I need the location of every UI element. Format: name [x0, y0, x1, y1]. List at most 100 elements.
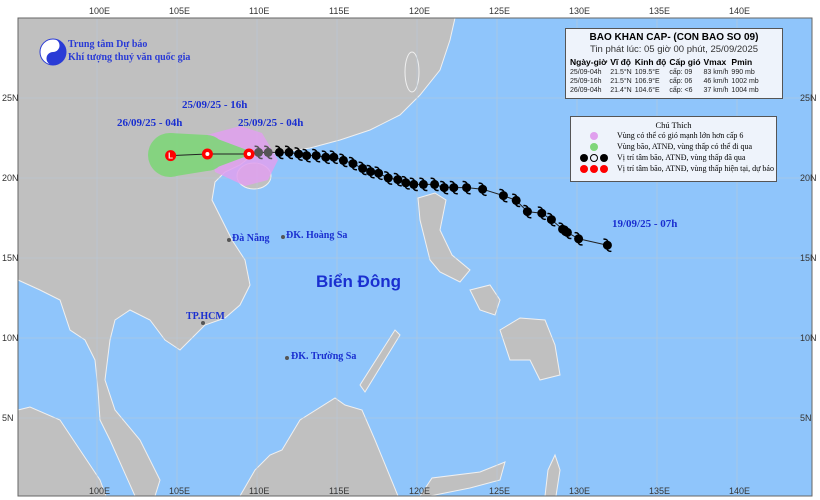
- lat-tick-left: 20N: [2, 173, 19, 183]
- table-row: 26/09-04h 21.4°N 104.6°E cấp: <6 37 km/h 1004…: [570, 86, 762, 95]
- lon-tick-top: 105E: [169, 6, 190, 16]
- past-storm-position-icon: [302, 148, 312, 163]
- cell: 1002 mb: [731, 78, 759, 85]
- lon-tick-bottom: 110E: [249, 486, 269, 496]
- lon-tick-top: 140E: [729, 6, 750, 16]
- current-low-icon: [600, 164, 608, 173]
- col-header: Vĩ độ: [610, 57, 631, 67]
- past-storm-position-icon: [383, 171, 393, 185]
- lat-tick-left: 25N: [2, 93, 19, 103]
- past-storm-position-icon: [558, 222, 568, 237]
- map-frame: [17, 17, 813, 497]
- past-storm-position-icon: [263, 145, 273, 160]
- cell: 37 km/h: [703, 87, 729, 94]
- past-storm-position-icon: [254, 145, 264, 160]
- past-storm-position-icon: [449, 180, 459, 195]
- legend-title: Chú Thích: [655, 120, 692, 130]
- col-header: Cấp gió: [669, 57, 701, 67]
- current-storm-position-icon: [243, 148, 255, 160]
- current-depression-icon: [590, 164, 598, 173]
- label-truong-sa: ĐK. Trường Sa: [291, 351, 357, 362]
- svg-text:L: L: [168, 152, 173, 161]
- past-storm-position-icon: [358, 161, 368, 176]
- land: [17, 17, 561, 497]
- truong-sa-marker: [285, 356, 289, 360]
- past-storm-position-icon: [401, 175, 411, 190]
- lat-tick-right: 25N: [800, 93, 817, 103]
- past-storm-position-icon: [462, 180, 472, 195]
- table-row: 25/09-16h 21.5°N 106.9°E cấp: 06 46 km/h 1002…: [570, 77, 762, 86]
- agency-name: Trung tâm Dự báo Khí tượng thuỷ văn quốc…: [68, 38, 190, 64]
- lon-tick-bottom: 125E: [489, 486, 510, 496]
- lon-tick-top: 110E: [249, 6, 269, 16]
- cell: cấp: <6: [669, 87, 693, 94]
- lat-tick-right: 20N: [800, 173, 817, 183]
- past-storm-position-icon: [409, 177, 419, 192]
- lat-tick-left: 10N: [2, 333, 19, 343]
- legend-item: Vùng có thể có gió mạnh lớn hơn cấp 6: [571, 130, 776, 141]
- past-storm-position-icon: [366, 164, 376, 179]
- label-hoang-sa: ĐK. Hoàng Sa: [286, 230, 348, 241]
- col-header: Ngày-giờ: [570, 57, 608, 67]
- lon-tick-top: 130E: [569, 6, 590, 16]
- cell: 26/09-04h: [570, 87, 602, 94]
- past-storm-icon: [580, 153, 588, 162]
- col-header: Vmax: [703, 57, 727, 67]
- lon-tick-bottom: 130E: [569, 486, 590, 496]
- forecast-low-icon: L: [165, 150, 177, 162]
- past-storm-position-icon: [418, 177, 428, 192]
- cell: 46 km/h: [703, 78, 729, 85]
- lon-tick-bottom: 140E: [729, 486, 750, 496]
- lon-tick-bottom: 115E: [329, 486, 349, 496]
- cell: 83 km/h: [703, 69, 729, 76]
- past-storm-position-icon: [430, 177, 440, 192]
- logo-swirl-icon: [46, 39, 66, 65]
- lon-tick-bottom: 105E: [169, 486, 190, 496]
- legend-label: Vị trí tâm bão, ATNĐ, vùng thấp đã qua: [617, 153, 746, 162]
- lat-tick-right: 15N: [800, 253, 817, 263]
- bulletin-box: BAO KHAN CAP- (CON BAO SO 09) Tin phát l…: [565, 28, 783, 99]
- past-storm-position-icon: [498, 188, 508, 203]
- lon-tick-top: 120E: [409, 6, 430, 16]
- legend-item: Vị trí tâm bão, ATNĐ, vùng thấp đã qua: [571, 152, 776, 163]
- past-storm-position-icon: [284, 145, 294, 160]
- bulletin-issued: Tin phát lúc: 05 giờ 00 phút, 25/09/2025: [589, 44, 759, 55]
- cell: 25/09-04h: [570, 69, 602, 76]
- cell: 21.5°N: [610, 69, 632, 76]
- legend-item: Vị trí tâm bão, ATNĐ, vùng thấp hiện tại…: [571, 163, 776, 174]
- agency-line-1: Trung tâm Dự báo: [68, 39, 148, 50]
- past-storm-position-icon: [522, 204, 532, 219]
- past-low-icon: [600, 153, 608, 162]
- lon-tick-bottom: 135E: [649, 486, 670, 496]
- past-storm-position-icon: [274, 145, 284, 160]
- col-header: Pmin: [731, 57, 753, 67]
- past-storm-position-icon: [393, 172, 403, 187]
- cell: 25/09-16h: [570, 78, 602, 85]
- legend-label: Vùng có thể có gió mạnh lớn hơn cấp 6: [617, 131, 744, 140]
- past-storm-position-icon: [321, 150, 331, 165]
- label-25-16h: 25/09/25 - 16h: [182, 99, 248, 111]
- past-storm-position-icon: [439, 180, 449, 195]
- legend-item: Vùng bão, ATNĐ, vùng thấp có thể đi qua: [571, 141, 776, 152]
- graticule: [18, 18, 812, 496]
- legend-box: Chú Thích Vùng có thể có gió mạnh lớn hơ…: [570, 116, 777, 182]
- bulletin-title: BAO KHAN CAP- (CON BAO SO 09): [589, 32, 759, 43]
- table-row: 25/09-04h 21.5°N 109.5°E cấp: 09 83 km/h 990 …: [570, 68, 762, 77]
- agency-line-2: Khí tượng thuỷ văn quốc gia: [68, 52, 191, 63]
- lat-tick-left: 5N: [2, 413, 14, 423]
- legend-label: Vùng bão, ATNĐ, vùng thấp có thể đi qua: [617, 142, 753, 151]
- lon-tick-top: 135E: [649, 6, 670, 16]
- past-storm-position-icon: [574, 231, 584, 246]
- cell: cấp: 06: [669, 78, 693, 85]
- label-da-nang: Đà Nẵng: [232, 233, 270, 244]
- label-tp-hcm: TP.HCM: [186, 311, 225, 322]
- label-start: 19/09/25 - 07h: [612, 218, 678, 230]
- cell: cấp: 09: [669, 69, 693, 76]
- past-storm-position-icon: [511, 193, 521, 208]
- col-header: Kinh độ: [634, 57, 667, 67]
- hoang-sa-marker: [281, 235, 285, 239]
- past-storm-position-icon: [294, 147, 304, 161]
- past-storm-position-icon: [537, 206, 547, 221]
- pink-zone-icon: [590, 131, 598, 140]
